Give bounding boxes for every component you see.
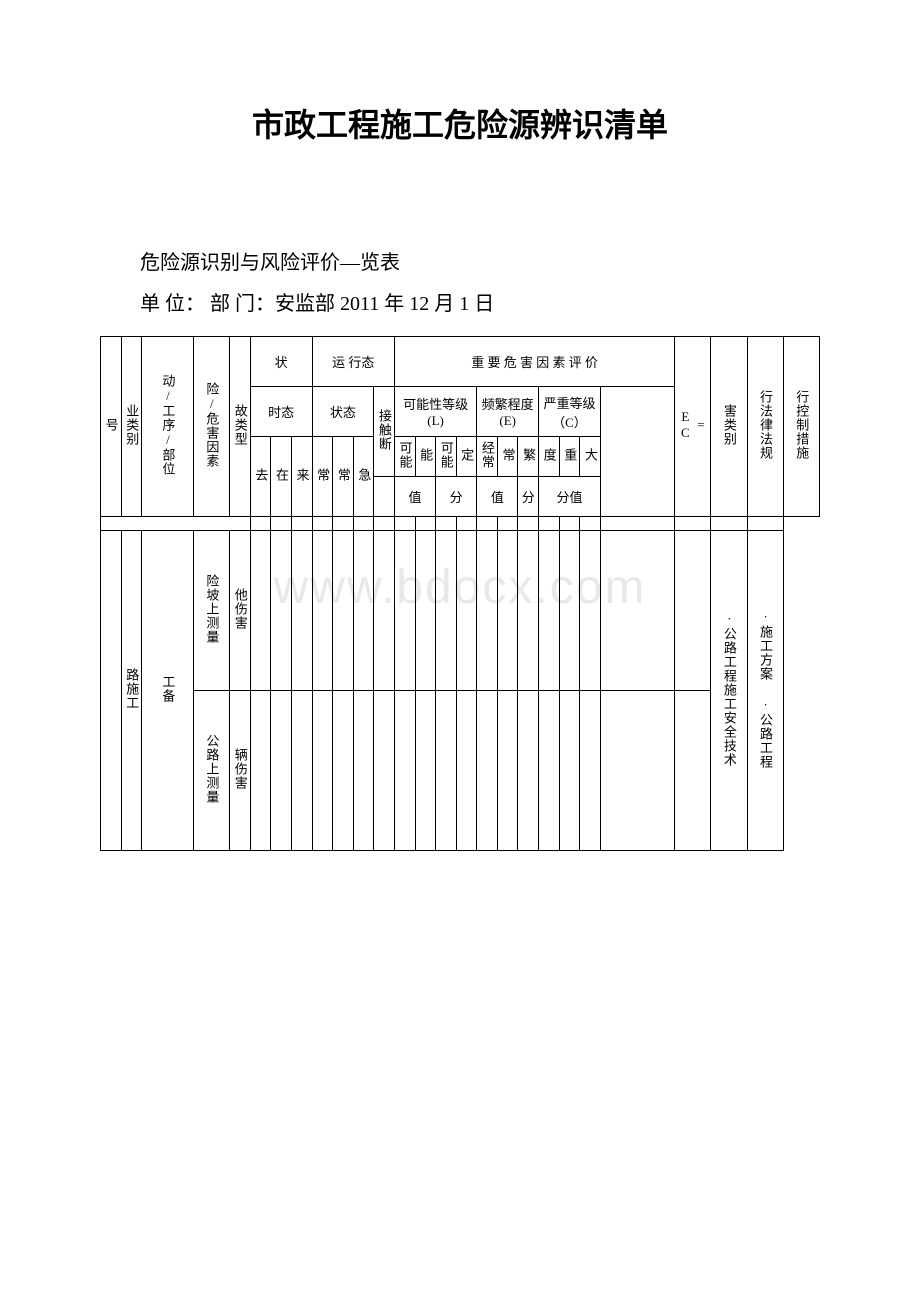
time-state-header: 时态: [250, 387, 312, 437]
sub-past: 去: [253, 468, 269, 482]
operation-group: 运 行态: [312, 337, 394, 387]
col-control: 行控制措施: [794, 390, 810, 460]
sub-big: 大: [582, 448, 598, 462]
document-title: 市政工程施工危险源辨识清单: [100, 100, 820, 146]
eval-group: 重 要 危 害 因 素 评 价: [394, 337, 674, 387]
col-hazard: 险/危害因素: [204, 382, 220, 468]
col-category: 业类别: [124, 404, 140, 446]
e-value: 值: [477, 477, 518, 517]
sub-normal: 常: [315, 468, 331, 482]
touch-empty: [374, 477, 395, 517]
sub-abnormal: 常: [335, 468, 351, 482]
l-score: 分: [436, 477, 477, 517]
document-subtitle: 危险源识别与风险评价—览表: [100, 246, 820, 275]
sub-future: 来: [294, 468, 310, 482]
col-harm-type: 害类别: [721, 404, 737, 446]
e-score: 分: [518, 477, 539, 517]
sub-present: 在: [273, 468, 289, 482]
row-activity: 工备: [160, 675, 176, 703]
sub-possible1: 可能: [397, 441, 413, 469]
col-accident: 故类型: [232, 404, 248, 446]
sub-freq1: 经常: [479, 441, 495, 469]
row-hazard-1: 险坡上测量: [204, 574, 220, 644]
frequency-header: 频繁程度(E): [477, 387, 539, 437]
row-accident-1: 他伤害: [232, 588, 248, 630]
sub-certain: 定: [459, 448, 475, 462]
row-law: ·公路工程施工安全技术: [721, 611, 737, 767]
c-score-value: 分值: [539, 477, 601, 517]
hazard-table: 号 业类别 动/工序/部位 险/危害因素 故类型 状 运 行态 重 要 危 害 …: [100, 336, 820, 851]
col-d: =EC: [677, 409, 708, 441]
sub-deng: 重: [562, 448, 578, 462]
row-category: 路施工: [124, 668, 140, 710]
row-accident-2: 辆伤害: [232, 748, 248, 790]
state-header: 状态: [312, 387, 374, 437]
sub-emergency: 急: [356, 468, 372, 482]
sub-freq2: 常: [500, 448, 516, 462]
col-number: 号: [103, 418, 119, 432]
sub-possible2: 能: [418, 448, 434, 462]
info-line: 单 位： 部 门：安监部 2011 年 12 月 1 日: [100, 287, 820, 316]
col-activity: 动/工序/部位: [160, 374, 176, 476]
sub-freq3: 繁: [520, 448, 536, 462]
sub-possible3: 可能: [438, 441, 454, 469]
severity-header: 严重等级（C）: [539, 387, 601, 437]
row-hazard-2: 公路上测量: [204, 734, 220, 804]
possibility-header: 可能性等级(L): [394, 387, 476, 437]
row-control: ·施工方案 ·公路工程: [757, 609, 773, 769]
touch-header: 接触断: [376, 409, 392, 451]
status-group: 状: [250, 337, 312, 387]
sub-degree: 度: [541, 448, 557, 462]
col-law: 行法律法规: [757, 390, 773, 460]
l-value: 值: [394, 477, 435, 517]
